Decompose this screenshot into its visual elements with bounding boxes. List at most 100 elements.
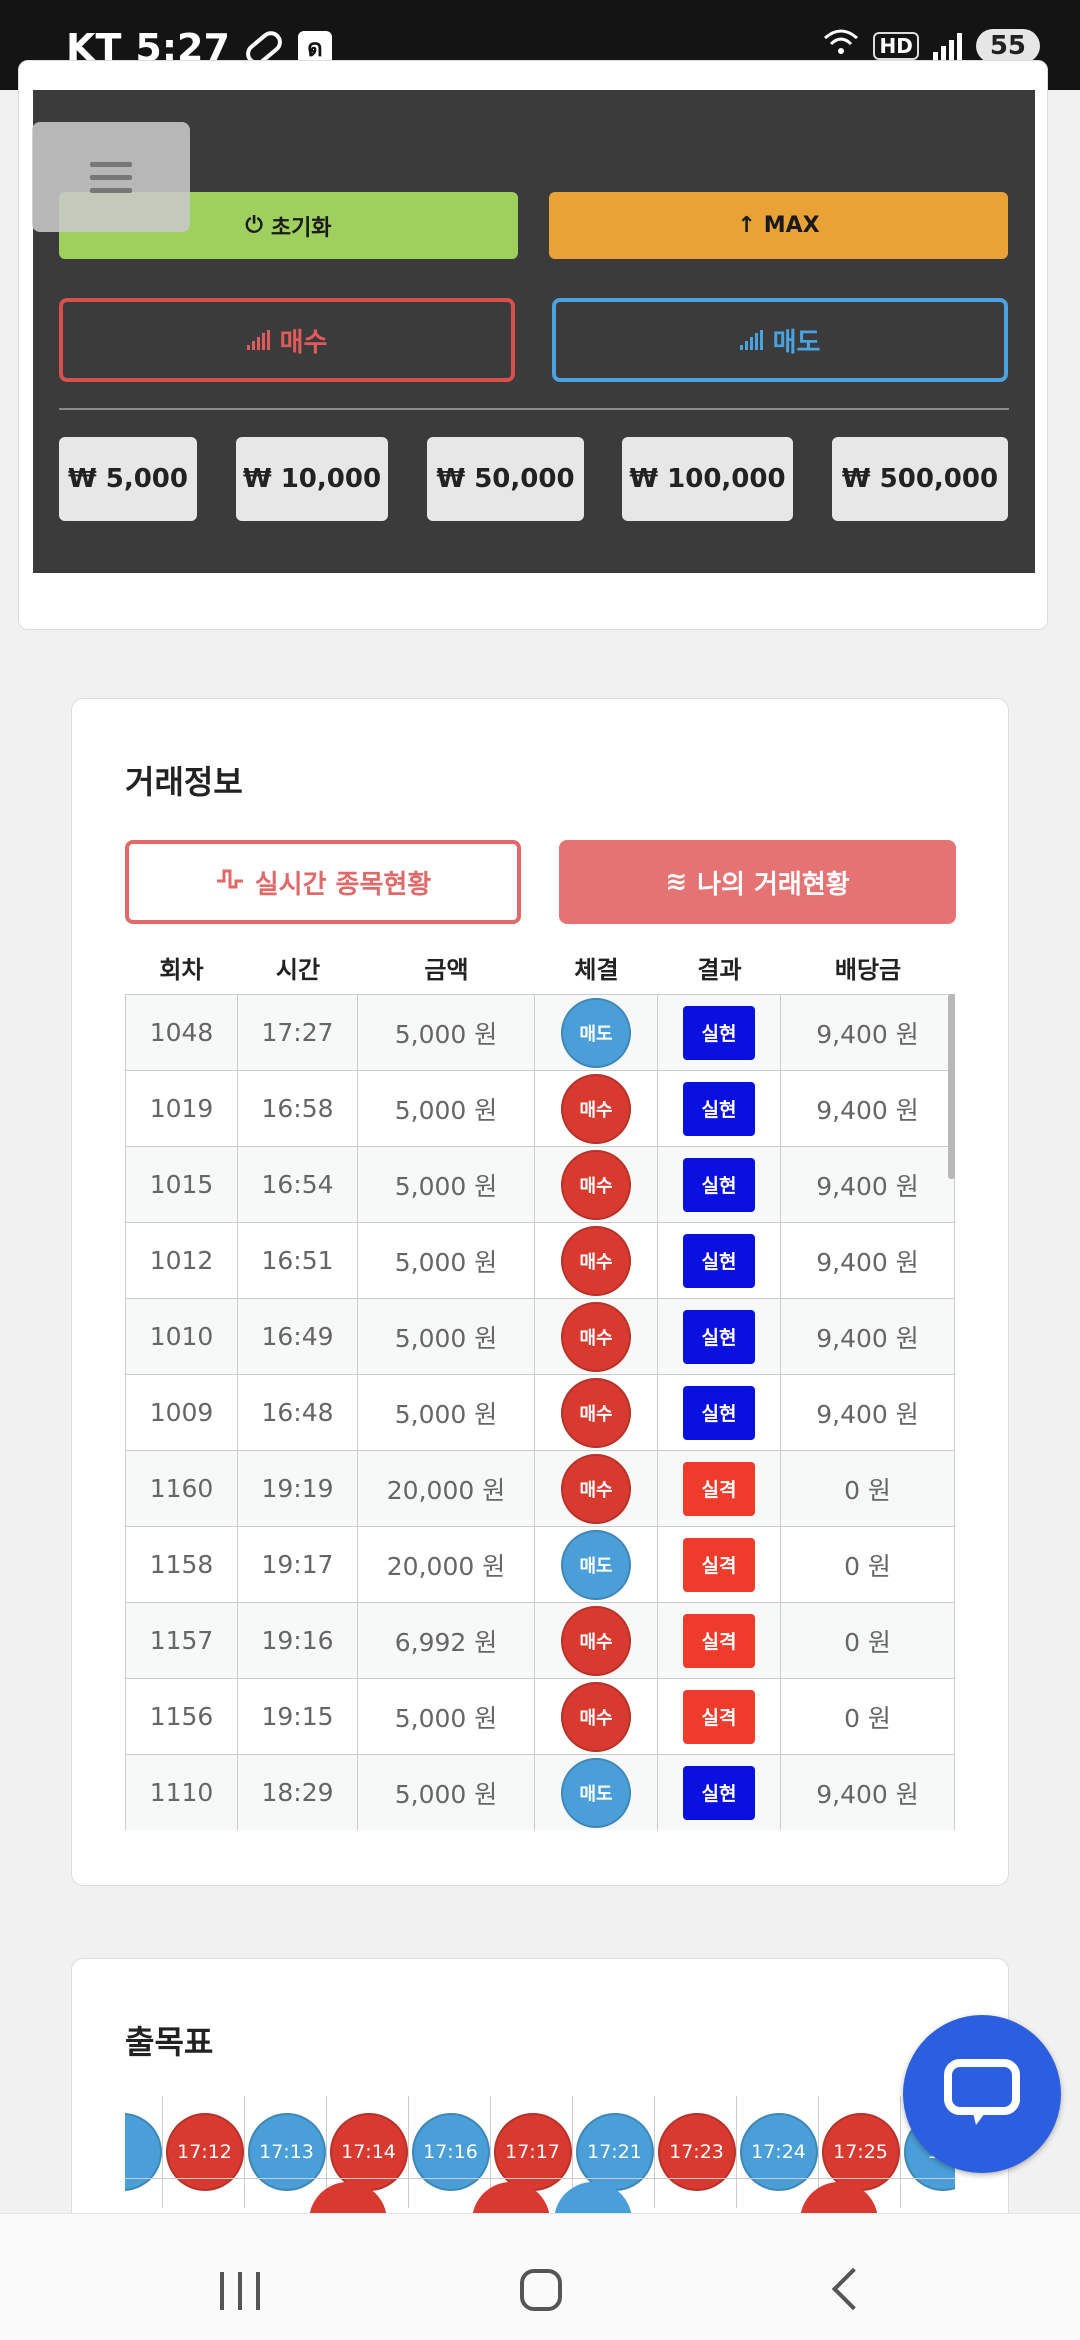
sell-label: 매도 bbox=[772, 327, 821, 358]
amount-button-500000[interactable]: ₩ 500,000 bbox=[832, 437, 1008, 521]
result-badge: 실현 bbox=[683, 1005, 755, 1060]
table-row: 1015 16:54 5,000 원 매수 실현 9,400 원 bbox=[125, 1147, 955, 1223]
buy-button[interactable]: 매수 bbox=[59, 298, 515, 382]
cell-round: 1110 bbox=[125, 1755, 238, 1830]
result-badge: 실격 bbox=[683, 1537, 755, 1592]
table-row: 1009 16:48 5,000 원 매수 실현 9,400 원 bbox=[125, 1375, 955, 1451]
signal-bars-icon bbox=[246, 330, 270, 350]
buy-time-marker: 17:17 bbox=[493, 2113, 572, 2191]
signal-bars-icon bbox=[739, 330, 763, 350]
home-button[interactable] bbox=[520, 2269, 562, 2311]
column-header-round: 회차 bbox=[159, 956, 204, 984]
recents-button[interactable] bbox=[220, 2272, 260, 2310]
trade-table-body[interactable]: 1048 17:27 5,000 원 매도 실현 9,400 원 1019 16:58 5,00… bbox=[125, 994, 955, 1830]
buy-marker: 매수 bbox=[561, 1073, 631, 1144]
reset-label: 초기화 bbox=[270, 215, 332, 241]
cell-side: 매도 bbox=[535, 995, 658, 1070]
cell-time: 17:27 bbox=[238, 995, 358, 1070]
amount-button-100000[interactable]: ₩ 100,000 bbox=[622, 437, 793, 521]
cell-payout: 9,400 원 bbox=[781, 1755, 955, 1830]
cell-amount: 5,000 원 bbox=[358, 1071, 535, 1146]
cell-side: 매수 bbox=[535, 1451, 658, 1526]
sell-time-marker bbox=[125, 2113, 162, 2191]
cell-amount: 20,000 원 bbox=[358, 1527, 535, 1602]
menu-button[interactable] bbox=[32, 122, 190, 232]
tab-live-status[interactable]: 실시간 종목현황 bbox=[125, 840, 521, 924]
cell-result: 실격 bbox=[658, 1679, 781, 1754]
buy-marker: 매수 bbox=[561, 1681, 631, 1752]
cell-result: 실현 bbox=[658, 1071, 781, 1146]
chat-bubble-icon bbox=[944, 2059, 1020, 2125]
cell-amount: 5,000 원 bbox=[358, 1375, 535, 1450]
sell-button[interactable]: 매도 bbox=[552, 298, 1008, 382]
buy-marker: 매수 bbox=[561, 1301, 631, 1372]
cell-amount: 5,000 원 bbox=[358, 1223, 535, 1298]
cell-round: 1015 bbox=[125, 1147, 238, 1222]
cell-time: 18:29 bbox=[238, 1755, 358, 1830]
table-row: 1010 16:49 5,000 원 매수 실현 9,400 원 bbox=[125, 1299, 955, 1375]
back-button[interactable] bbox=[831, 2267, 875, 2311]
result-badge: 실현 bbox=[683, 1081, 755, 1136]
table-row: 1012 16:51 5,000 원 매수 실현 9,400 원 bbox=[125, 1223, 955, 1299]
table-row: 1157 19:16 6,992 원 매수 실격 0 원 bbox=[125, 1603, 955, 1679]
chart-grid-line bbox=[125, 2178, 955, 2179]
cell-side: 매도 bbox=[535, 1527, 658, 1602]
wifi-icon bbox=[823, 28, 859, 63]
max-button[interactable]: ↑ MAX bbox=[549, 192, 1008, 259]
cell-payout: 0 원 bbox=[781, 1679, 955, 1754]
chart-cell: 17:24 bbox=[739, 2096, 819, 2208]
result-badge: 실현 bbox=[683, 1233, 755, 1288]
cell-side: 매수 bbox=[535, 1071, 658, 1146]
cell-round: 1160 bbox=[125, 1451, 238, 1526]
sell-time-marker: 17:13 bbox=[247, 2113, 326, 2191]
buy-time-marker: 17:25 bbox=[821, 2113, 900, 2191]
sell-time-marker: 17:21 bbox=[575, 2113, 654, 2191]
result-badge: 실격 bbox=[683, 1613, 755, 1668]
buy-marker: 매수 bbox=[561, 1377, 631, 1448]
result-badge: 실현 bbox=[683, 1309, 755, 1364]
cell-round: 1158 bbox=[125, 1527, 238, 1602]
buy-marker: 매수 bbox=[561, 1453, 631, 1524]
amount-button-50000[interactable]: ₩ 50,000 bbox=[427, 437, 584, 521]
sell-marker: 매도 bbox=[561, 997, 631, 1068]
cell-payout: 0 원 bbox=[781, 1451, 955, 1526]
tab-mine-label: 나의 거래현황 bbox=[697, 869, 850, 900]
cell-payout: 0 원 bbox=[781, 1527, 955, 1602]
table-row: 1019 16:58 5,000 원 매수 실현 9,400 원 bbox=[125, 1071, 955, 1147]
cell-time: 19:15 bbox=[238, 1679, 358, 1754]
menu-icon-bar bbox=[90, 161, 132, 167]
cell-result: 실현 bbox=[658, 1299, 781, 1374]
cell-side: 매수 bbox=[535, 1603, 658, 1678]
amount-button-5000[interactable]: ₩ 5,000 bbox=[59, 437, 197, 521]
tab-my-trades[interactable]: ≋ 나의 거래현황 bbox=[559, 840, 956, 924]
cell-amount: 5,000 원 bbox=[358, 1679, 535, 1754]
table-scrollbar[interactable] bbox=[948, 994, 955, 1179]
cell-amount: 5,000 원 bbox=[358, 1299, 535, 1374]
power-icon: ⏻ bbox=[245, 213, 263, 238]
cell-result: 실현 bbox=[658, 1223, 781, 1298]
result-badge: 실현 bbox=[683, 1157, 755, 1212]
cell-round: 1019 bbox=[125, 1071, 238, 1146]
cell-time: 16:48 bbox=[238, 1375, 358, 1450]
chart-cell: 17:16 bbox=[411, 2096, 491, 2208]
buy-time-marker: 17:23 bbox=[657, 2113, 736, 2191]
cell-result: 실격 bbox=[658, 1451, 781, 1526]
cell-amount: 5,000 원 bbox=[358, 1147, 535, 1222]
cell-round: 1012 bbox=[125, 1223, 238, 1298]
cell-result: 실격 bbox=[658, 1603, 781, 1678]
chat-button[interactable] bbox=[903, 2015, 1061, 2173]
cell-side: 매수 bbox=[535, 1299, 658, 1374]
cell-payout: 0 원 bbox=[781, 1603, 955, 1678]
amount-button-10000[interactable]: ₩ 10,000 bbox=[236, 437, 388, 521]
buy-time-marker: 17:14 bbox=[329, 2113, 408, 2191]
cell-time: 19:19 bbox=[238, 1451, 358, 1526]
column-header-time: 시간 bbox=[275, 956, 321, 984]
cell-time: 16:51 bbox=[238, 1223, 358, 1298]
sell-marker: 매도 bbox=[561, 1757, 631, 1828]
table-row: 1048 17:27 5,000 원 매도 실현 9,400 원 bbox=[125, 995, 955, 1071]
table-row: 1156 19:15 5,000 원 매수 실격 0 원 bbox=[125, 1679, 955, 1755]
column-header-amount: 금액 bbox=[424, 956, 469, 984]
sell-marker: 매도 bbox=[561, 1529, 631, 1600]
sell-time-marker: 17:16 bbox=[411, 2113, 490, 2191]
cell-payout: 9,400 원 bbox=[781, 1147, 955, 1222]
